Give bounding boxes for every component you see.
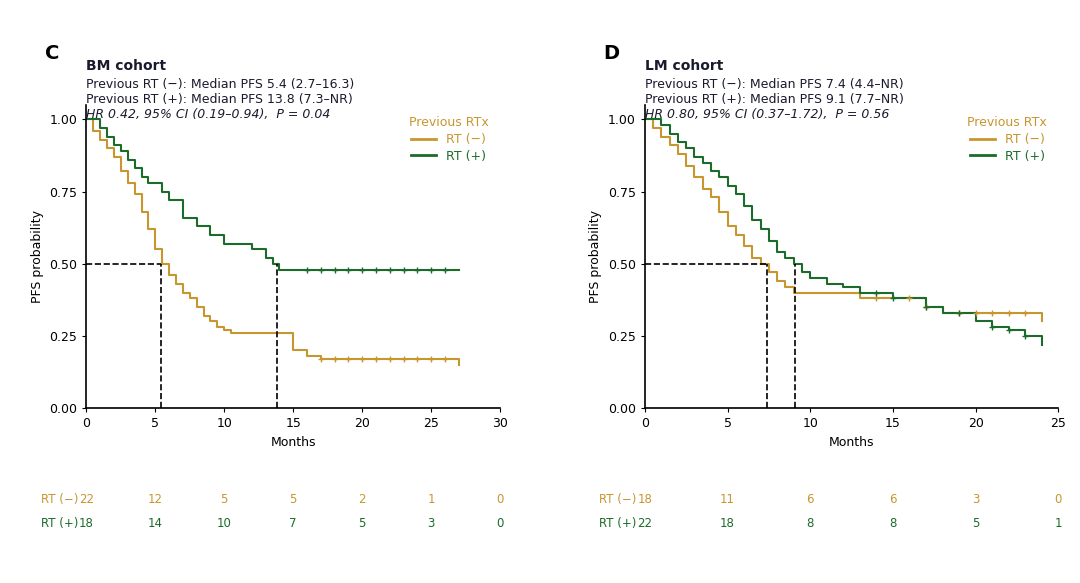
Text: 18: 18 [637, 493, 652, 506]
Text: 0: 0 [1055, 493, 1062, 506]
Text: 10: 10 [217, 517, 232, 530]
Text: C: C [45, 44, 59, 64]
Text: 5: 5 [972, 517, 980, 530]
Text: RT (−): RT (−) [41, 493, 78, 506]
Y-axis label: PFS probability: PFS probability [31, 210, 44, 303]
Text: RT (+): RT (+) [599, 517, 636, 530]
Text: RT (+): RT (+) [41, 517, 78, 530]
Text: 7: 7 [289, 517, 297, 530]
Text: HR 0.80, 95% CI (0.37–1.72),  P = 0.56: HR 0.80, 95% CI (0.37–1.72), P = 0.56 [645, 108, 889, 121]
Text: 12: 12 [148, 493, 163, 506]
Text: 6: 6 [889, 493, 896, 506]
Text: 5: 5 [359, 517, 366, 530]
Text: 8: 8 [889, 517, 896, 530]
Text: 18: 18 [79, 517, 94, 530]
X-axis label: Months: Months [270, 436, 316, 449]
Text: Previous RT (+): Median PFS 9.1 (7.7–NR): Previous RT (+): Median PFS 9.1 (7.7–NR) [645, 93, 904, 106]
Legend: RT (−), RT (+): RT (−), RT (+) [404, 111, 494, 168]
Text: 22: 22 [79, 493, 94, 506]
Text: 22: 22 [637, 517, 652, 530]
Text: 8: 8 [807, 517, 814, 530]
Text: Previous RT (−): Median PFS 7.4 (4.4–NR): Previous RT (−): Median PFS 7.4 (4.4–NR) [645, 78, 903, 90]
Text: BM cohort: BM cohort [86, 59, 166, 73]
Text: 3: 3 [972, 493, 980, 506]
Legend: RT (−), RT (+): RT (−), RT (+) [962, 111, 1052, 168]
Text: RT (−): RT (−) [599, 493, 636, 506]
Text: 1: 1 [428, 493, 435, 506]
Text: Previous RT (−): Median PFS 5.4 (2.7–16.3): Previous RT (−): Median PFS 5.4 (2.7–16.… [86, 78, 354, 90]
Text: 0: 0 [497, 493, 503, 506]
Text: 6: 6 [807, 493, 814, 506]
Text: 14: 14 [148, 517, 163, 530]
Text: D: D [604, 44, 620, 64]
Text: 18: 18 [720, 517, 735, 530]
Text: 3: 3 [428, 517, 435, 530]
Text: 0: 0 [497, 517, 503, 530]
Text: HR 0.42, 95% CI (0.19–0.94),  P = 0.04: HR 0.42, 95% CI (0.19–0.94), P = 0.04 [86, 108, 330, 121]
Text: 1: 1 [1055, 517, 1062, 530]
X-axis label: Months: Months [828, 436, 875, 449]
Text: 5: 5 [289, 493, 297, 506]
Text: 5: 5 [220, 493, 228, 506]
Text: LM cohort: LM cohort [645, 59, 724, 73]
Y-axis label: PFS probability: PFS probability [590, 210, 603, 303]
Text: 2: 2 [359, 493, 366, 506]
Text: Previous RT (+): Median PFS 13.8 (7.3–NR): Previous RT (+): Median PFS 13.8 (7.3–NR… [86, 93, 353, 106]
Text: 11: 11 [720, 493, 735, 506]
